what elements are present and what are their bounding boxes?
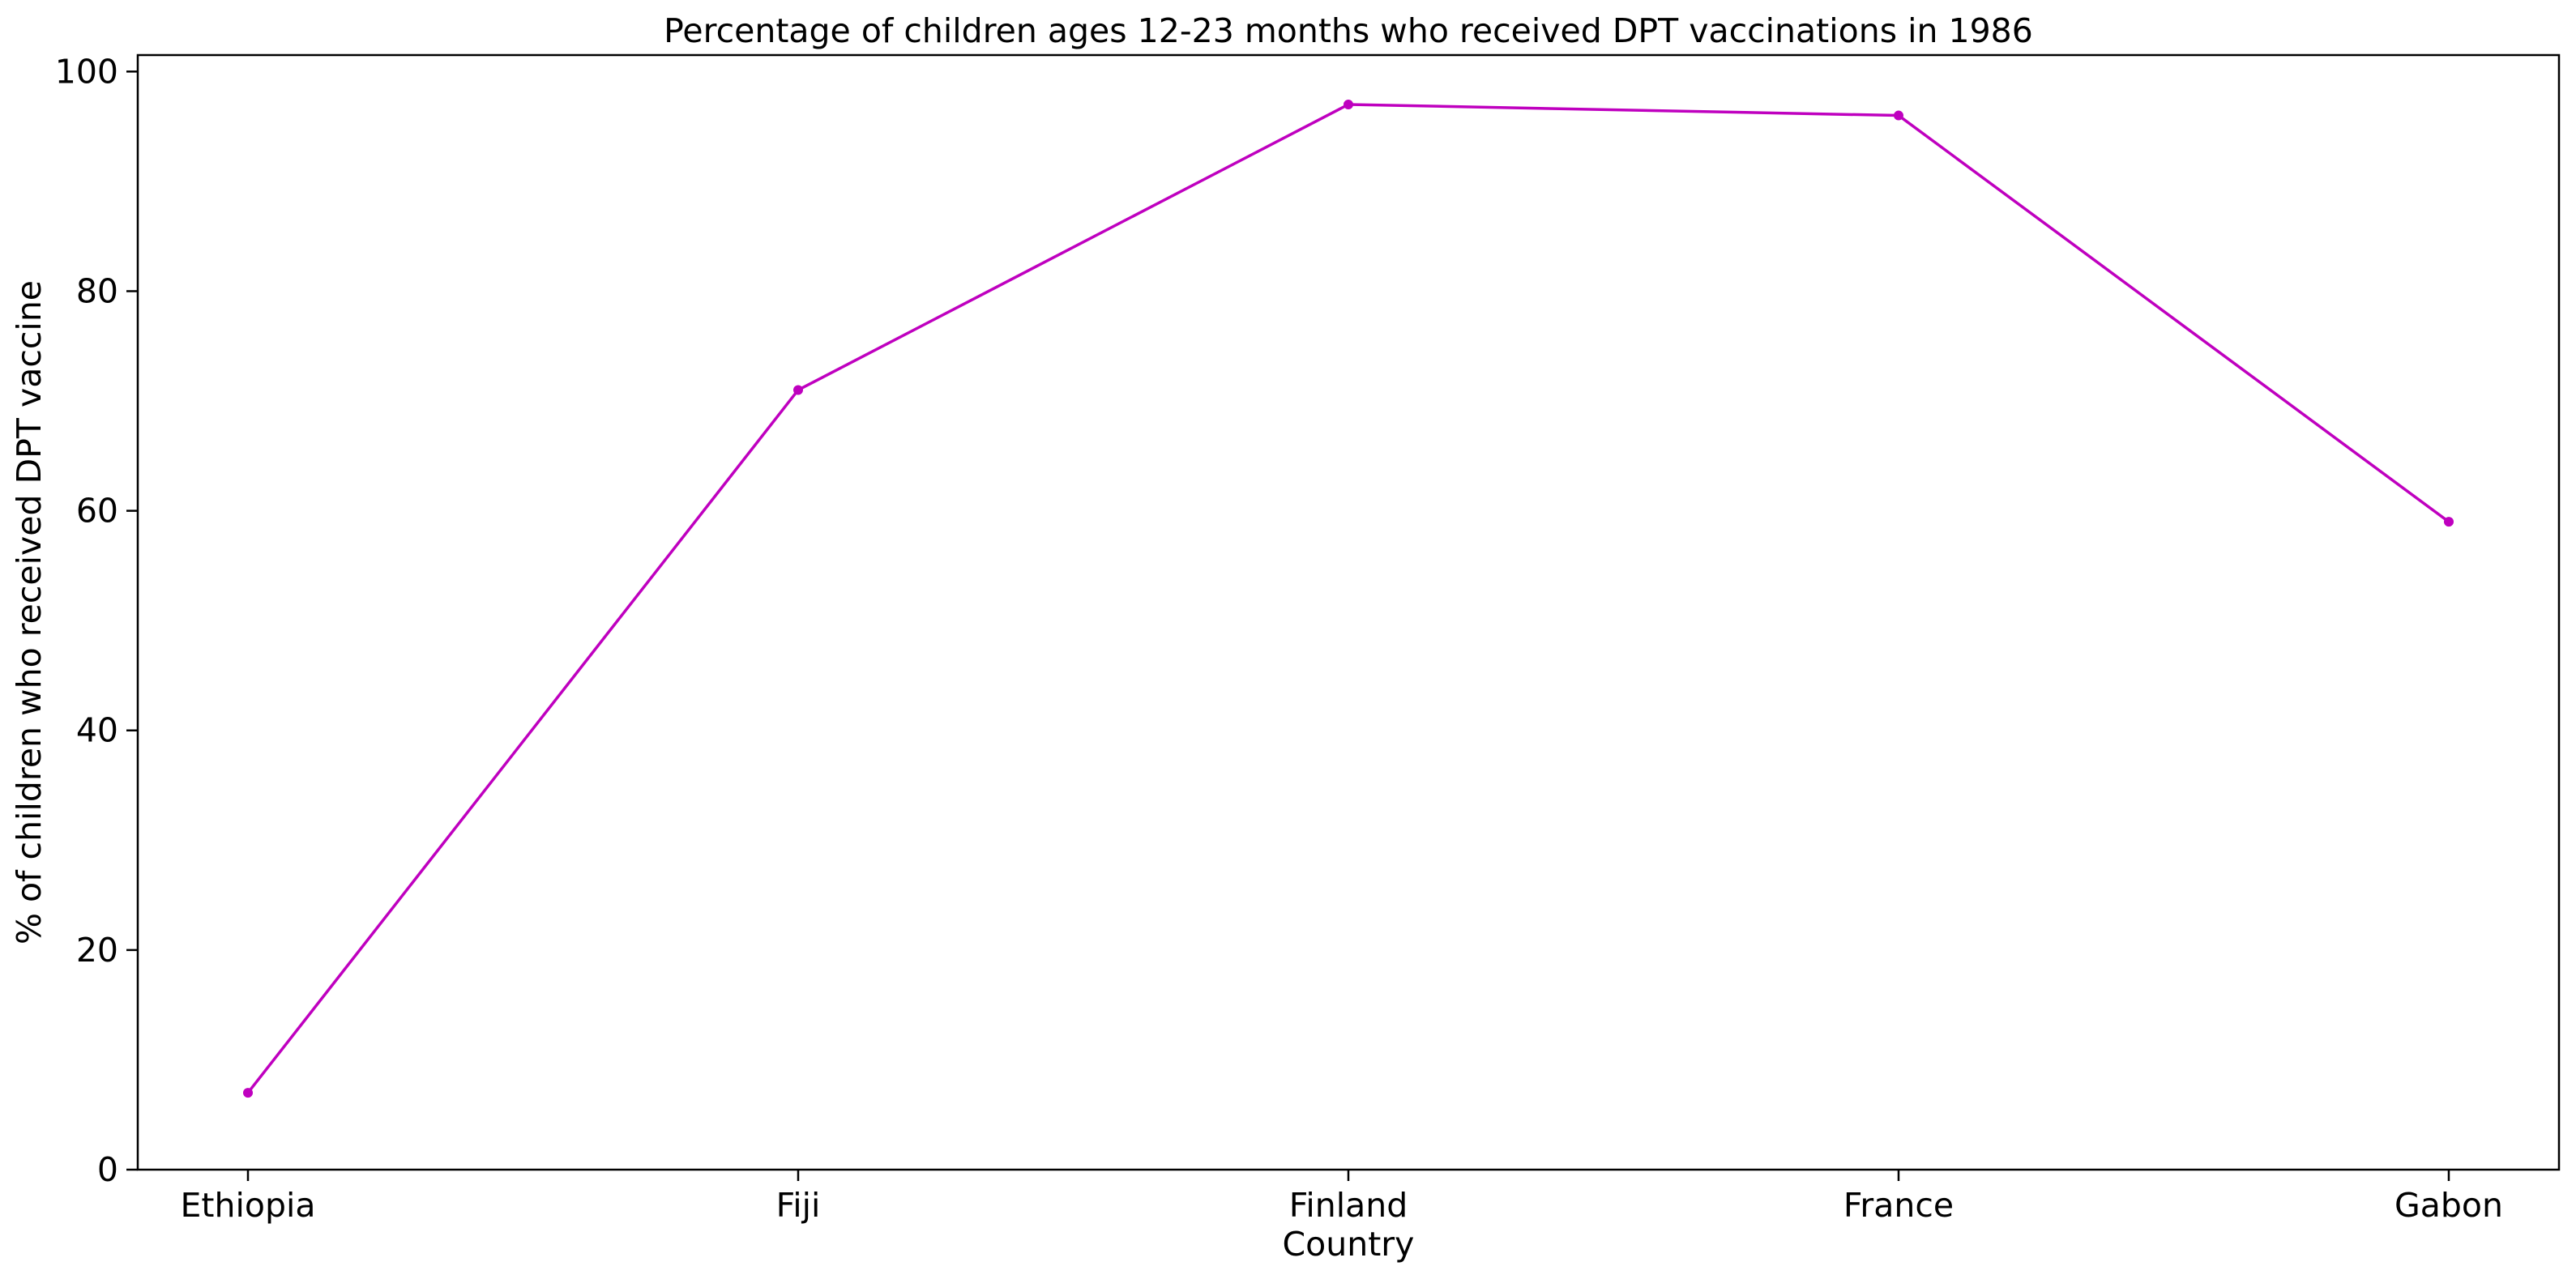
plot-frame <box>136 53 2561 1171</box>
data-point <box>1894 110 1903 121</box>
x-tick-label: Ethiopia <box>181 1186 316 1225</box>
y-axis-label: % of children who received DPT vaccine <box>10 280 49 944</box>
series-group <box>243 100 2454 1098</box>
x-axis-ticks: Ethiopia Fiji Finland France Gabon <box>181 1170 2503 1225</box>
y-axis-ticks: 0 20 40 60 80 100 <box>55 52 138 1189</box>
y-tick-label: 60 <box>76 492 118 531</box>
data-point <box>243 1088 253 1098</box>
x-tick-label: Finland <box>1289 1186 1408 1225</box>
x-tick-label: Fiji <box>776 1186 821 1225</box>
data-point <box>1344 100 1353 110</box>
x-tick-label: France <box>1843 1186 1954 1225</box>
x-tick-label: Gabon <box>2394 1186 2503 1225</box>
y-tick-label: 40 <box>76 711 118 750</box>
data-point <box>793 385 803 395</box>
series-line <box>246 103 2450 1094</box>
y-tick-label: 80 <box>76 271 118 310</box>
y-tick-label: 0 <box>97 1150 118 1189</box>
y-tick-label: 100 <box>55 52 118 91</box>
chart-title: Percentage of children ages 12-23 months… <box>664 11 2033 50</box>
y-tick-label: 20 <box>76 931 118 970</box>
x-axis-label: Country <box>1283 1225 1415 1264</box>
data-point <box>2444 517 2454 527</box>
